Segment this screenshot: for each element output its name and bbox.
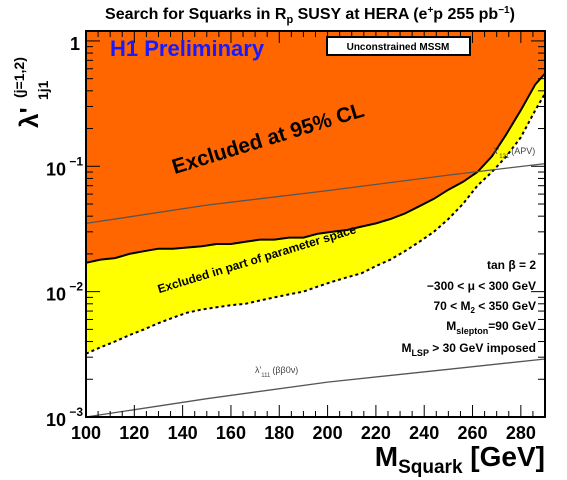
x-tick-label: 120 bbox=[119, 423, 149, 443]
x-tick-label: 200 bbox=[313, 423, 343, 443]
svg-text:λ': λ' bbox=[14, 107, 44, 128]
model-box-label: Unconstrained MSSM bbox=[347, 42, 450, 53]
limit-curves bbox=[85, 162, 546, 418]
y-tick-label-exponent: −2 bbox=[69, 280, 83, 294]
boundary-excluded-95cl bbox=[85, 72, 546, 264]
preliminary-label: H1 Preliminary bbox=[110, 36, 265, 61]
x-tick-label: 140 bbox=[168, 423, 198, 443]
y-tick-label-exponent: −1 bbox=[69, 154, 83, 168]
chart-title: Search for Squarks in Rp SUSY at HERA (e… bbox=[105, 5, 515, 26]
param-mslepton: Mslepton=90 GeV bbox=[446, 319, 536, 336]
x-tick-label: 180 bbox=[264, 423, 294, 443]
param-mu: −300 < μ < 300 GeV bbox=[427, 279, 536, 293]
curve-apv-limit bbox=[85, 162, 546, 225]
curve-bbnu-limit bbox=[85, 358, 546, 418]
x-tick-label: 100 bbox=[71, 423, 101, 443]
model-box-frame bbox=[326, 36, 471, 56]
svg-text:1j1: 1j1 bbox=[35, 80, 51, 100]
x-tick-label: 260 bbox=[458, 423, 488, 443]
curve-label-apv: λ'121(APV) bbox=[493, 146, 535, 160]
y-tick-label: 10 bbox=[46, 159, 66, 179]
x-tick-label: 280 bbox=[506, 423, 536, 443]
curve-label-bbnu: λ'111(ββ0ν) bbox=[255, 365, 298, 379]
param-mlsp: MLSP > 30 GeV imposed bbox=[401, 341, 536, 358]
parameter-list: tan β = 2 −300 < μ < 300 GeV 70 < M2 < 3… bbox=[401, 258, 536, 358]
y-tick-label: 10 bbox=[46, 410, 66, 430]
x-axis-title: MSquark [GeV] bbox=[375, 441, 545, 478]
y-tick-label: 10 bbox=[46, 285, 66, 305]
boundary-excluded-partial bbox=[85, 93, 546, 355]
param-tanbeta: tan β = 2 bbox=[487, 258, 536, 272]
y-tick-label: 1 bbox=[70, 34, 80, 54]
y-tick-label-exponent: −3 bbox=[69, 405, 83, 419]
x-tick-label: 160 bbox=[216, 423, 246, 443]
x-tick-label: 240 bbox=[409, 423, 439, 443]
svg-text:(j=1,2): (j=1,2) bbox=[11, 57, 27, 98]
param-m2: 70 < M2 < 350 GeV bbox=[433, 299, 536, 315]
y-axis-title: λ' 1j1 (j=1,2) bbox=[11, 57, 51, 128]
x-tick-label: 220 bbox=[361, 423, 391, 443]
axis-ticks: 100 120 140 160 180 200 220 240 260 28010−310−210… bbox=[46, 31, 546, 443]
region-excluded-95cl bbox=[86, 31, 545, 263]
